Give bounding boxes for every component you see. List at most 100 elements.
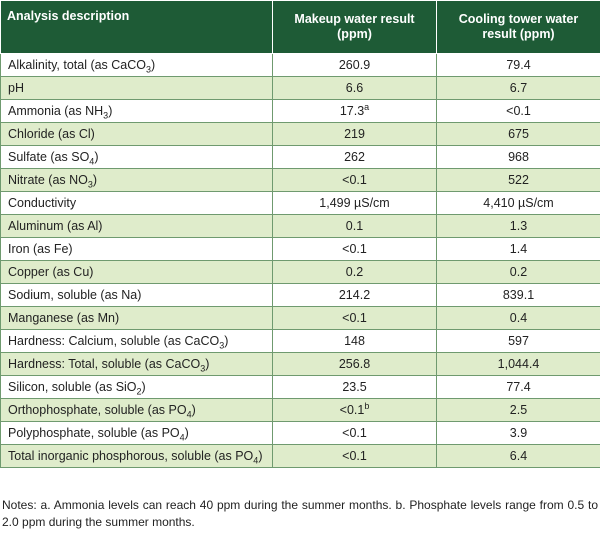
analysis-description-text: Ammonia (as NH: [8, 104, 104, 118]
analysis-description-text: Orthophosphate, soluble (as PO: [8, 403, 187, 417]
analysis-description-cell: Total inorganic phosphorous, soluble (as…: [0, 444, 273, 468]
chemical-subscript: 3: [146, 64, 152, 75]
cooling-tower-result-cell: <0.1: [436, 99, 600, 123]
cooling-tower-value: 3.9: [509, 426, 528, 440]
analysis-description-text: Nitrate (as NO: [8, 173, 88, 187]
analysis-description-cell: Silicon, soluble (as SiO2): [0, 375, 273, 399]
analysis-description-text: Sodium, soluble (as Na): [8, 288, 142, 302]
makeup-water-result-cell: 17.3a: [272, 99, 437, 123]
makeup-water-value: 6.6: [345, 81, 364, 95]
makeup-water-result-cell: 0.1: [272, 214, 437, 238]
analysis-description-text: Hardness: Calcium, soluble (as CaCO: [8, 334, 220, 348]
analysis-description-cell: Hardness: Calcium, soluble (as CaCO3): [0, 329, 273, 353]
makeup-water-value: <0.1: [339, 403, 365, 417]
cooling-tower-result-cell: 522: [436, 168, 600, 192]
analysis-description-cell: Ammonia (as NH3): [0, 99, 273, 123]
cooling-tower-result-cell: 839.1: [436, 283, 600, 307]
analysis-description-cell: Chloride (as Cl): [0, 122, 273, 146]
analysis-description-cell: Hardness: Total, soluble (as CaCO3): [0, 352, 273, 376]
makeup-water-result-cell: 23.5: [272, 375, 437, 399]
makeup-water-value: 148: [344, 334, 365, 348]
cooling-tower-value: 79.4: [506, 58, 531, 72]
footnote-marker: b: [364, 400, 370, 411]
analysis-description-text: Sulfate (as SO: [8, 150, 90, 164]
makeup-water-result-cell: 0.2: [272, 260, 437, 284]
table-row: Sodium, soluble (as Na) 214.2 839.1: [0, 283, 600, 307]
makeup-water-result-cell: <0.1: [272, 444, 437, 468]
analysis-description-cell: Copper (as Cu): [0, 260, 273, 284]
cooling-tower-value: 1.4: [509, 242, 528, 256]
analysis-description-tail: ): [108, 104, 113, 118]
table-row: Polyphosphate, soluble (as PO4) <0.1 3.9: [0, 421, 600, 445]
cooling-tower-value: 6.4: [509, 449, 528, 463]
cooling-tower-result-cell: 1.3: [436, 214, 600, 238]
analysis-description-text: Silicon, soluble (as SiO: [8, 380, 137, 394]
chemical-subscript: 4: [179, 432, 185, 443]
analysis-description-text: pH: [8, 81, 24, 95]
analysis-description-cell: Sulfate (as SO4): [0, 145, 273, 169]
makeup-water-value: 23.5: [342, 380, 367, 394]
makeup-water-value: 262: [344, 150, 365, 164]
table-row: Aluminum (as Al) 0.1 1.3: [0, 214, 600, 238]
makeup-water-result-cell: 214.2: [272, 283, 437, 307]
cooling-tower-value: 77.4: [506, 380, 531, 394]
analysis-description-tail: ): [92, 173, 98, 187]
makeup-water-result-cell: <0.1b: [272, 398, 437, 422]
analysis-description-text: Aluminum (as Al): [8, 219, 103, 233]
cooling-tower-result-cell: 675: [436, 122, 600, 146]
chemical-subscript: 3: [219, 340, 225, 351]
analysis-description-cell: Manganese (as Mn): [0, 306, 273, 330]
cooling-tower-result-cell: 77.4: [436, 375, 600, 399]
makeup-water-value: <0.1: [342, 173, 367, 187]
cooling-tower-value: 0.2: [509, 265, 528, 279]
cooling-tower-result-cell: 79.4: [436, 53, 600, 77]
cooling-tower-result-cell: 3.9: [436, 421, 600, 445]
cooling-tower-result-cell: 6.4: [436, 444, 600, 468]
analysis-description-text: Polyphosphate, soluble (as PO: [8, 426, 180, 440]
analysis-description-cell: Iron (as Fe): [0, 237, 273, 261]
table-row: Copper (as Cu) 0.2 0.2: [0, 260, 600, 284]
table-row: Conductivity 1,499 µS/cm 4,410 µS/cm: [0, 191, 600, 215]
analysis-description-cell: Nitrate (as NO3): [0, 168, 273, 192]
cooling-tower-result-cell: 2.5: [436, 398, 600, 422]
makeup-water-value: 214.2: [338, 288, 371, 302]
analysis-description-tail: ): [151, 58, 156, 72]
makeup-water-result-cell: 6.6: [272, 76, 437, 100]
chemical-subscript: 3: [200, 363, 206, 374]
cooling-tower-value: <0.1: [506, 104, 531, 118]
chemical-subscript: 4: [253, 455, 259, 466]
chemical-subscript: 2: [136, 386, 142, 397]
footnote-marker: a: [364, 101, 370, 112]
cooling-tower-value: 839.1: [502, 288, 535, 302]
analysis-description-cell: Orthophosphate, soluble (as PO4): [0, 398, 273, 422]
makeup-water-result-cell: 262: [272, 145, 437, 169]
cooling-tower-result-cell: 1.4: [436, 237, 600, 261]
cooling-tower-result-cell: 0.2: [436, 260, 600, 284]
analysis-description-tail: ): [205, 357, 210, 371]
analysis-description-text: Alkalinity, total (as CaCO: [8, 58, 147, 72]
analysis-description-text: Copper (as Cu): [8, 265, 94, 279]
analysis-description-cell: Sodium, soluble (as Na): [0, 283, 273, 307]
analysis-description-text: Chloride (as Cl): [8, 127, 95, 141]
analysis-description-cell: Aluminum (as Al): [0, 214, 273, 238]
makeup-water-value: 17.3: [339, 104, 365, 118]
makeup-water-value: <0.1: [342, 311, 367, 325]
analysis-description-tail: ): [224, 334, 229, 348]
makeup-water-result-cell: 148: [272, 329, 437, 353]
makeup-water-value: 256.8: [338, 357, 371, 371]
table-row: Manganese (as Mn) <0.1 0.4: [0, 306, 600, 330]
makeup-water-result-cell: <0.1: [272, 168, 437, 192]
cooling-tower-value: 675: [508, 127, 529, 141]
chemical-subscript: 4: [186, 409, 192, 420]
table-row: pH 6.6 6.7: [0, 76, 600, 100]
cooling-tower-result-cell: 4,410 µS/cm: [436, 191, 600, 215]
analysis-description-text: Iron (as Fe): [8, 242, 73, 256]
header-cooling-tower-water-result: Cooling tower water result (ppm): [436, 0, 600, 54]
table-row: Nitrate (as NO3) <0.1 522: [0, 168, 600, 192]
table-row: Orthophosphate, soluble (as PO4) <0.1b 2.5: [0, 398, 600, 422]
table-row: Sulfate (as SO4) 262 968: [0, 145, 600, 169]
table-notes: Notes: a. Ammonia levels can reach 40 pp…: [2, 498, 598, 529]
analysis-description-text: Total inorganic phosphorous, soluble (as…: [8, 449, 254, 463]
table-row: Chloride (as Cl) 219 675: [0, 122, 600, 146]
makeup-water-value: 0.2: [345, 265, 364, 279]
